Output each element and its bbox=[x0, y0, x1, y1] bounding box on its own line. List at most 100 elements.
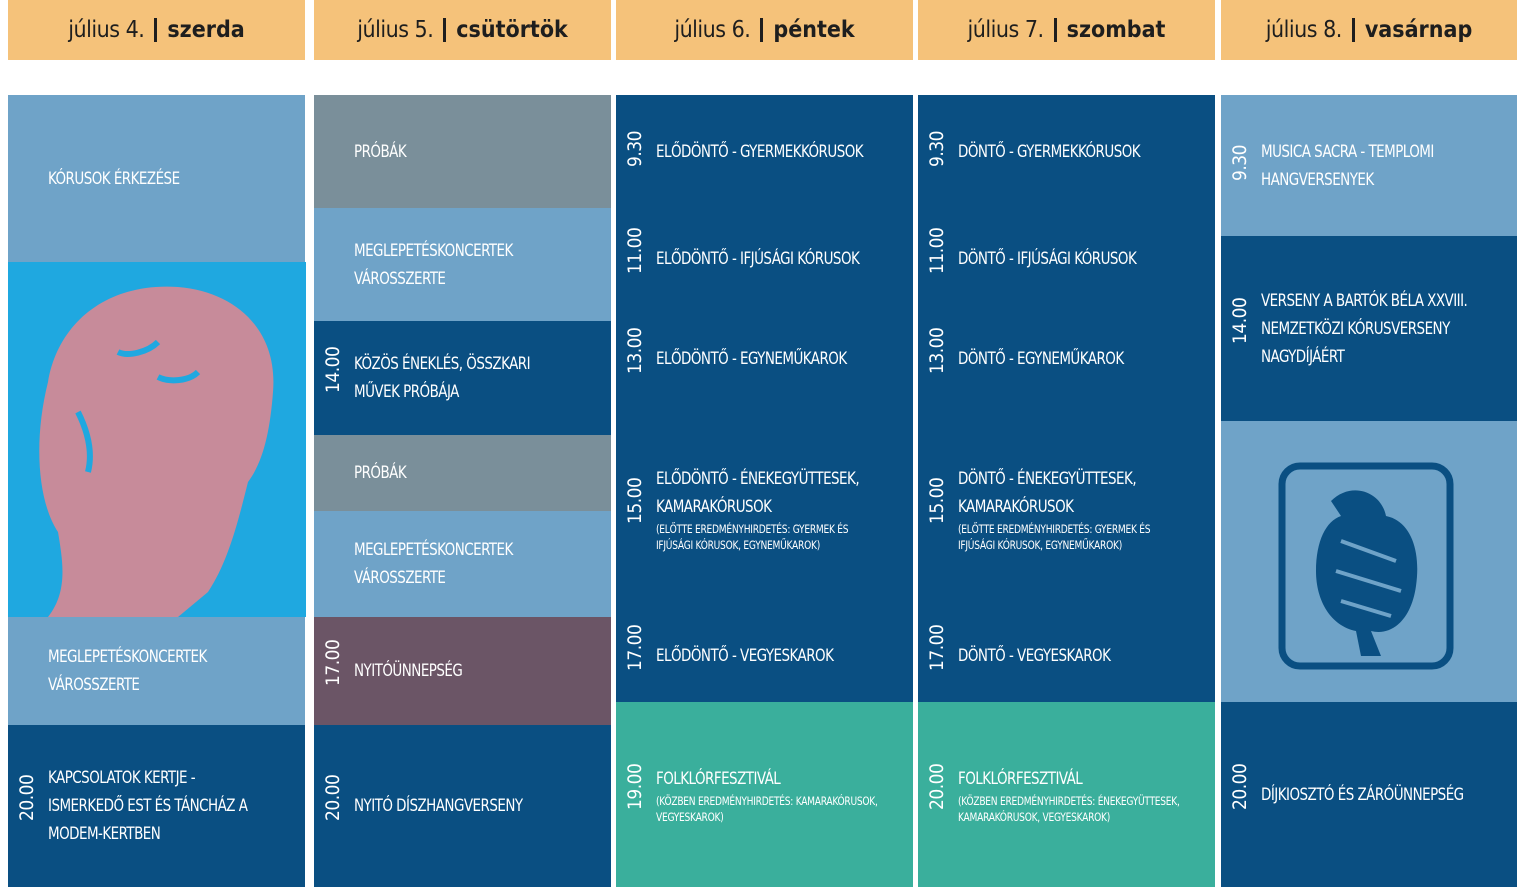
event-time: 11.00 bbox=[926, 227, 948, 274]
event-text: KAPCSOLATOK KERTJE - ISMERKEDŐ EST ÉS TÁ… bbox=[48, 764, 271, 848]
event-title: MEGLEPETÉSKONCERTEK VÁROSSZERTE bbox=[354, 540, 513, 588]
event-block: PRÓBÁK bbox=[314, 435, 611, 511]
event-note: (ELŐTTE EREDMÉNYHIRDETÉS: GYERMEK ÉS IFJ… bbox=[656, 522, 849, 552]
day-header: július 6. péntek bbox=[616, 0, 913, 60]
event-title: FOLKLÓRFESZTIVÁL bbox=[958, 768, 1083, 789]
event-title: ELŐDÖNTŐ - ÉNEKEGYÜTTESEK, KAMARAKÓRUSOK bbox=[656, 469, 860, 517]
event-text: ELŐDÖNTŐ - ÉNEKEGYÜTTESEK, KAMARAKÓRUSOK… bbox=[656, 465, 879, 553]
separator bbox=[154, 18, 158, 42]
event-title: DÍJKIOSZTÓ ÉS ZÁRÓÜNNEPSÉG bbox=[1261, 784, 1464, 805]
weekday: szerda bbox=[167, 17, 245, 43]
weekday: vasárnap bbox=[1364, 17, 1473, 43]
event-block: 13.00 DÖNTŐ - EGYNEMŰKAROK bbox=[918, 309, 1215, 409]
event-text: PRÓBÁK bbox=[354, 138, 577, 166]
event-time: 9.30 bbox=[624, 130, 646, 167]
event-block: 9.30 ELŐDÖNTŐ - GYERMEKKÓRUSOK bbox=[616, 95, 913, 209]
event-title: PRÓBÁK bbox=[354, 141, 407, 162]
event-title: KAPCSOLATOK KERTJE - ISMERKEDŐ EST ÉS TÁ… bbox=[48, 768, 248, 844]
event-title: ELŐDÖNTŐ - VEGYESKAROK bbox=[656, 645, 834, 666]
date: július 5. bbox=[357, 17, 434, 43]
event-title: ELŐDÖNTŐ - IFJÚSÁGI KÓRUSOK bbox=[656, 249, 860, 269]
date: július 4. bbox=[68, 17, 145, 43]
event-time: 11.00 bbox=[624, 227, 646, 274]
event-text: DÍJKIOSZTÓ ÉS ZÁRÓÜNNEPSÉG bbox=[1261, 781, 1483, 809]
event-time: 9.30 bbox=[1229, 144, 1251, 181]
event-title: PRÓBÁK bbox=[354, 463, 407, 483]
event-time: 17.00 bbox=[624, 624, 646, 671]
event-block: 9.30 MUSICA SACRA - TEMPLOMI HANGVERSENYE… bbox=[1221, 95, 1517, 236]
event-text: MEGLEPETÉSKONCERTEK VÁROSSZERTE bbox=[354, 536, 577, 592]
event-time: 15.00 bbox=[624, 477, 646, 524]
event-block: 19.00 FOLKLÓRFESZTIVÁL (KÖZBEN EREDMÉNYHIR… bbox=[616, 702, 913, 887]
event-text: MEGLEPETÉSKONCERTEK VÁROSSZERTE bbox=[48, 643, 271, 699]
event-title: FOLKLÓRFESZTIVÁL bbox=[656, 768, 781, 789]
event-block: 17.00 ELŐDÖNTŐ - VEGYESKAROK bbox=[616, 609, 913, 702]
event-text: DÖNTŐ - EGYNEMŰKAROK bbox=[958, 345, 1181, 373]
event-text: DÖNTŐ - GYERMEKKÓRUSOK bbox=[958, 138, 1181, 166]
event-time: 20.00 bbox=[322, 774, 344, 821]
event-time: 17.00 bbox=[926, 624, 948, 671]
day-header: július 4. szerda bbox=[8, 0, 305, 60]
day-header: július 5. csütörtök bbox=[314, 0, 611, 60]
portrait-illustration bbox=[8, 262, 306, 617]
event-time: 15.00 bbox=[926, 477, 948, 524]
event-block: 11.00 ELŐDÖNTŐ - IFJÚSÁGI KÓRUSOK bbox=[616, 209, 913, 309]
event-time: 13.00 bbox=[624, 327, 646, 374]
event-title: DÖNTŐ - EGYNEMŰKAROK bbox=[958, 349, 1124, 369]
event-block: MEGLEPETÉSKONCERTEK VÁROSSZERTE bbox=[8, 617, 305, 725]
event-title: DÖNTŐ - ÉNEKEGYÜTTESEK, KAMARAKÓRUSOK bbox=[958, 469, 1137, 517]
separator bbox=[1351, 18, 1355, 42]
event-title: KÖZÖS ÉNEKLÉS, ÖSSZKARI MŰVEK PRÓBÁJA bbox=[354, 354, 531, 402]
event-block: 20.00 DÍJKIOSZTÓ ÉS ZÁRÓÜNNEPSÉG bbox=[1221, 702, 1517, 887]
event-time: 14.00 bbox=[1229, 297, 1251, 344]
event-text: ELŐDÖNTŐ - IFJÚSÁGI KÓRUSOK bbox=[656, 245, 879, 273]
event-text: NYITÓ DÍSZHANGVERSENY bbox=[354, 792, 577, 820]
event-title: MEGLEPETÉSKONCERTEK VÁROSSZERTE bbox=[48, 647, 207, 695]
separator bbox=[443, 18, 447, 42]
event-block: 9.30 DÖNTŐ - GYERMEKKÓRUSOK bbox=[918, 95, 1215, 209]
event-note: (KÖZBEN EREDMÉNYHIRDETÉS: KAMARAKÓRUSOK,… bbox=[656, 793, 878, 824]
event-text: ELŐDÖNTŐ - GYERMEKKÓRUSOK bbox=[656, 138, 879, 166]
separator bbox=[1053, 18, 1057, 42]
event-title: ELŐDÖNTŐ - GYERMEKKÓRUSOK bbox=[656, 142, 864, 162]
event-block: PRÓBÁK bbox=[314, 95, 611, 208]
event-text: FOLKLÓRFESZTIVÁL (KÖZBEN EREDMÉNYHIRDETÉS… bbox=[656, 765, 879, 825]
event-title: MEGLEPETÉSKONCERTEK VÁROSSZERTE bbox=[354, 240, 513, 289]
event-text: KÖZÖS ÉNEKLÉS, ÖSSZKARI MŰVEK PRÓBÁJA bbox=[354, 350, 577, 406]
event-block: 14.00 VERSENY A BARTÓK BÉLA XXVIII. NEMZE… bbox=[1221, 236, 1517, 421]
event-time: 14.00 bbox=[322, 346, 344, 393]
event-text: FOLKLÓRFESZTIVÁL (KÖZBEN EREDMÉNYHIRDETÉS… bbox=[958, 765, 1181, 825]
date: július 8. bbox=[1265, 17, 1343, 43]
bird-illustration bbox=[1221, 421, 1517, 702]
event-title: DÖNTŐ - IFJÚSÁGI KÓRUSOK bbox=[958, 249, 1137, 269]
date: július 6. bbox=[674, 17, 751, 43]
event-time: 17.00 bbox=[322, 639, 344, 686]
event-title: KÓRUSOK ÉRKEZÉSE bbox=[48, 168, 180, 189]
day-header: július 7. szombat bbox=[918, 0, 1215, 60]
event-title: VERSENY A BARTÓK BÉLA XXVIII. NEMZETKÖZI… bbox=[1261, 290, 1468, 367]
event-block: MEGLEPETÉSKONCERTEK VÁROSSZERTE bbox=[314, 511, 611, 617]
event-block: 15.00 ELŐDÖNTŐ - ÉNEKEGYÜTTESEK, KAMARAKÓ… bbox=[616, 409, 913, 609]
event-text: KÓRUSOK ÉRKEZÉSE bbox=[48, 165, 271, 193]
event-title: NYITÓÜNNEPSÉG bbox=[354, 661, 463, 681]
event-block: 11.00 DÖNTŐ - IFJÚSÁGI KÓRUSOK bbox=[918, 209, 1215, 309]
event-block: 20.00 FOLKLÓRFESZTIVÁL (KÖZBEN EREDMÉNYHIR… bbox=[918, 702, 1215, 887]
date: július 7. bbox=[967, 17, 1045, 43]
event-title: DÖNTŐ - GYERMEKKÓRUSOK bbox=[958, 142, 1141, 162]
event-title: ELŐDÖNTŐ - EGYNEMŰKAROK bbox=[656, 349, 847, 369]
event-block: 20.00 KAPCSOLATOK KERTJE - ISMERKEDŐ EST … bbox=[8, 725, 305, 887]
event-block: 20.00 NYITÓ DÍSZHANGVERSENY bbox=[314, 725, 611, 887]
event-time: 20.00 bbox=[926, 763, 948, 810]
event-block: 15.00 DÖNTŐ - ÉNEKEGYÜTTESEK, KAMARAKÓRUS… bbox=[918, 409, 1215, 609]
event-text: ELŐDÖNTŐ - EGYNEMŰKAROK bbox=[656, 345, 879, 373]
portrait bbox=[39, 286, 274, 617]
event-text: MUSICA SACRA - TEMPLOMI HANGVERSENYEK bbox=[1261, 138, 1483, 194]
event-text: DÖNTŐ - IFJÚSÁGI KÓRUSOK bbox=[958, 245, 1181, 273]
event-text: MEGLEPETÉSKONCERTEK VÁROSSZERTE bbox=[354, 237, 577, 293]
event-note: (ELŐTTE EREDMÉNYHIRDETÉS: GYERMEK ÉS IFJ… bbox=[958, 522, 1151, 552]
event-text: DÖNTŐ - ÉNEKEGYÜTTESEK, KAMARAKÓRUSOK (EL… bbox=[958, 465, 1181, 553]
event-title: DÖNTŐ - VEGYESKAROK bbox=[958, 645, 1111, 666]
event-text: NYITÓÜNNEPSÉG bbox=[354, 657, 577, 685]
event-time: 9.30 bbox=[926, 130, 948, 167]
event-time: 19.00 bbox=[624, 763, 646, 810]
